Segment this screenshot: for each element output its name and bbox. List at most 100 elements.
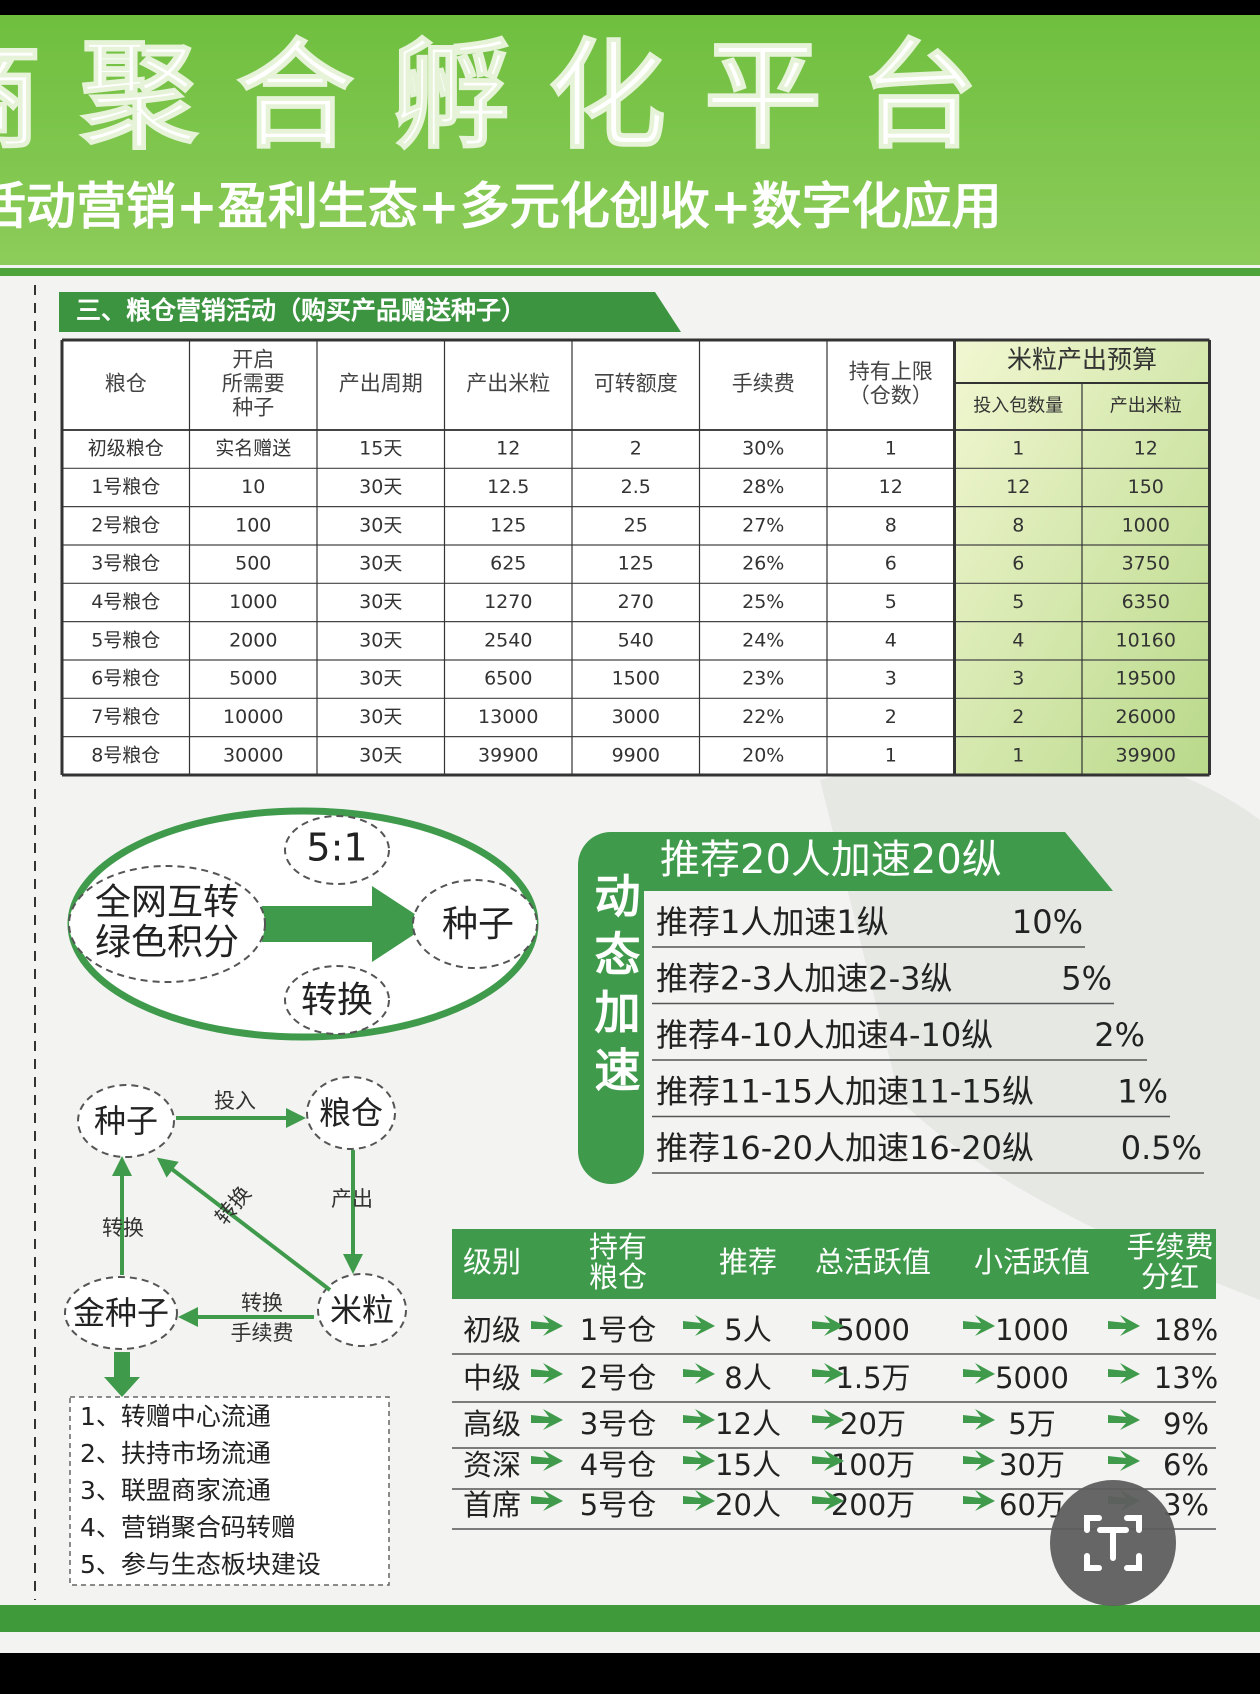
level-arrow <box>1108 1315 1140 1336</box>
accel-rate: 5% <box>1061 960 1112 998</box>
level-arrow <box>812 1315 844 1336</box>
flow-node: 种子 <box>94 1102 158 1140</box>
level-arrow <box>1108 1363 1140 1384</box>
table-cell: 26% <box>742 553 784 575</box>
level-cell: 5万 <box>1008 1407 1055 1441</box>
table-cell: 15天 <box>359 438 402 460</box>
use-item: 5、参与生态板块建设 <box>80 1550 321 1579</box>
level-header: 分红 <box>1141 1260 1199 1294</box>
table-cell: 2540 <box>484 629 532 651</box>
dashed-bubble <box>306 1076 396 1150</box>
table-cell: 150 <box>1128 476 1164 498</box>
level-cell: 5人 <box>724 1313 771 1347</box>
use-item: 2、扶持市场流通 <box>80 1439 271 1468</box>
level-arrow <box>1108 1450 1140 1471</box>
accel-label: 动态加速 <box>588 872 642 1104</box>
table-cell: 500 <box>235 553 271 575</box>
table-header: 手续费 <box>732 372 795 396</box>
accel-rate: 2% <box>1094 1016 1145 1054</box>
accel-item: 推荐2-3人加速2-3纵 <box>656 960 953 998</box>
table-cell: 10 <box>241 476 265 498</box>
level-cell: 30万 <box>999 1448 1065 1482</box>
table-cell: 30天 <box>359 744 402 766</box>
table-cell: 28% <box>742 476 784 498</box>
table-cell: 1 <box>885 744 897 766</box>
table-cell: 12 <box>1134 438 1158 460</box>
source-label: 全网互转 <box>95 882 239 923</box>
level-cell: 60万 <box>999 1488 1065 1522</box>
flow-node: 米粒 <box>330 1291 394 1329</box>
table-cell: 30000 <box>223 744 283 766</box>
table-header: 所需要 <box>222 372 285 396</box>
convert-label: 转换 <box>301 980 373 1021</box>
table-cell: 30天 <box>359 668 402 690</box>
level-arrow <box>963 1450 995 1471</box>
ocr-button[interactable] <box>1050 1480 1176 1606</box>
dashed-bubble <box>284 965 390 1035</box>
flow-node: 粮仓 <box>319 1094 383 1132</box>
table-cell: 19500 <box>1116 668 1176 690</box>
level-cell: 高级 <box>463 1407 521 1441</box>
table-cell: 39900 <box>478 744 538 766</box>
table-header: 开启 <box>232 348 274 372</box>
table-cell: 3 <box>885 668 897 690</box>
level-arrow <box>531 1315 563 1336</box>
ratio-label: 5:1 <box>306 826 367 870</box>
table-cell: 100 <box>235 514 271 536</box>
level-cell: 9% <box>1163 1407 1209 1441</box>
table-cell: 12 <box>879 476 903 498</box>
table-cell: 27% <box>742 514 784 536</box>
level-cell: 100万 <box>831 1448 915 1482</box>
level-cell: 5000 <box>995 1361 1069 1395</box>
table-cell: 1 <box>1012 438 1024 460</box>
table-cell: 30天 <box>359 514 402 536</box>
level-cell: 20人 <box>715 1488 781 1522</box>
level-cell: 5号仓 <box>580 1488 656 1522</box>
table-cell: 1 <box>885 438 897 460</box>
subtitle: 活动营销+盈利生态+多元化创收+数字化应用 <box>0 178 1002 236</box>
level-cell: 首席 <box>463 1488 521 1522</box>
table-header: （仓数） <box>849 384 933 408</box>
table-header: 种子 <box>232 396 274 420</box>
table-cell: 26000 <box>1116 706 1176 728</box>
level-cell: 初级 <box>463 1313 521 1347</box>
level-arrow <box>683 1409 715 1430</box>
accel-item: 推荐1人加速1纵 <box>656 903 889 941</box>
dashed-bubble <box>68 865 266 983</box>
table-header: 产出周期 <box>339 372 423 396</box>
level-arrow <box>531 1450 563 1471</box>
table-cell: 12 <box>1006 476 1030 498</box>
down-arrow <box>104 1352 140 1397</box>
level-cell: 18% <box>1154 1313 1218 1347</box>
level-header-bar <box>452 1229 1216 1299</box>
table-cell: 2 <box>1012 706 1024 728</box>
table-bg <box>62 340 955 775</box>
level-arrow <box>963 1363 995 1384</box>
level-arrow <box>963 1315 995 1336</box>
table-cell: 23% <box>742 668 784 690</box>
edge-label: 转换 <box>241 1291 283 1315</box>
table-cell: 3号粮仓 <box>91 553 160 575</box>
table-cell: 3000 <box>612 706 660 728</box>
accel-side-bar <box>578 832 644 1184</box>
level-cell: 5000 <box>836 1313 910 1347</box>
table-header: 持有上限 <box>849 360 933 384</box>
use-item: 4、营销聚合码转赠 <box>80 1513 296 1542</box>
level-header: 粮仓 <box>589 1260 647 1294</box>
level-cell: 200万 <box>831 1488 915 1522</box>
table-cell: 10000 <box>223 706 283 728</box>
level-arrow <box>812 1363 844 1384</box>
level-arrow <box>683 1450 715 1471</box>
level-arrow <box>531 1490 563 1511</box>
table-cell: 20% <box>742 744 784 766</box>
table-cell: 1500 <box>612 668 660 690</box>
accel-title-bar <box>612 832 1113 891</box>
level-cell: 2号仓 <box>580 1361 656 1395</box>
level-arrow <box>683 1363 715 1384</box>
table-cell: 30% <box>742 438 784 460</box>
level-cell: 20万 <box>840 1407 906 1441</box>
table-header: 可转额度 <box>594 372 678 396</box>
dashed-bubble <box>64 1276 178 1350</box>
accel-title: 推荐20人加速20纵 <box>660 837 1002 883</box>
table-cell: 6 <box>1012 553 1024 575</box>
